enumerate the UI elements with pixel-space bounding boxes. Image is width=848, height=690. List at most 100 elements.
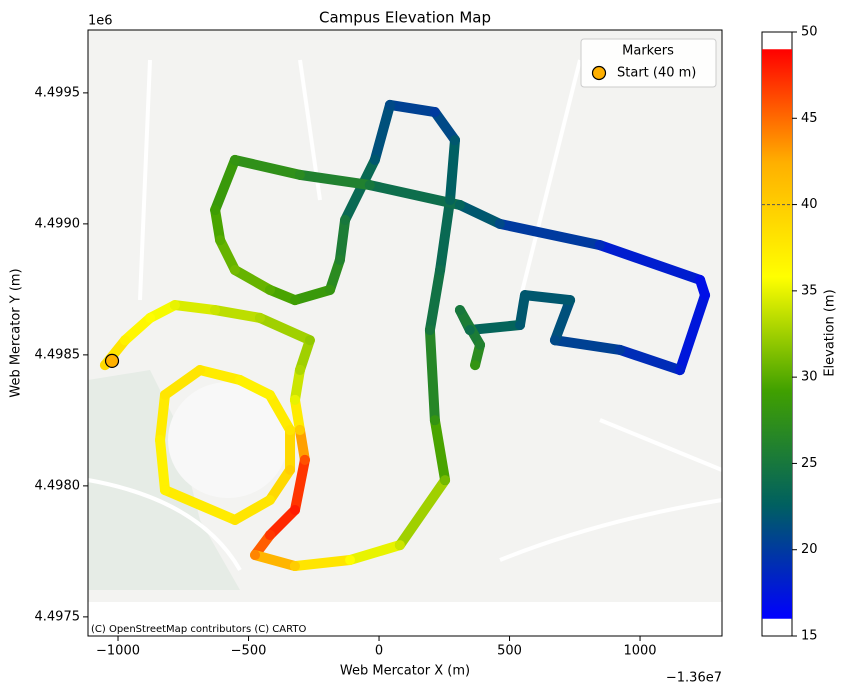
colorbar-tick-label: 40 <box>801 197 818 212</box>
track-segment <box>364 180 465 211</box>
track-segment <box>255 312 315 346</box>
track-point <box>304 335 315 346</box>
colorbar-tick-label: 30 <box>801 370 818 385</box>
track-segment <box>294 335 315 376</box>
track-point <box>210 305 221 316</box>
plot-frame <box>87 29 723 637</box>
attribution: (C) OpenStreetMap contributors (C) CARTO <box>91 624 306 635</box>
track-point <box>364 180 375 191</box>
track-point <box>234 375 245 386</box>
track-point <box>594 240 605 251</box>
track-point <box>454 200 465 211</box>
track-point <box>429 415 440 426</box>
track-point <box>549 335 560 346</box>
track-point <box>565 295 576 306</box>
track-point <box>445 195 456 206</box>
y-axis-label: Web Mercator Y (m) <box>9 268 24 397</box>
track-point <box>229 264 240 275</box>
track-segment <box>250 550 300 572</box>
track-segment <box>429 415 451 486</box>
track-point <box>264 495 275 506</box>
track-segment <box>194 365 245 386</box>
x-axis-label: Web Mercator X (m) <box>340 664 470 679</box>
track-segment <box>210 204 226 246</box>
track-segment <box>519 290 576 306</box>
track-point <box>255 312 266 323</box>
y-tick-label: 4.4985 <box>35 347 81 362</box>
track-point <box>369 154 380 165</box>
x-tick-label: 500 <box>497 644 522 659</box>
track-point <box>514 320 525 331</box>
track-segment <box>334 214 351 266</box>
track-segment <box>294 425 310 465</box>
track-point <box>299 454 310 465</box>
legend-marker <box>591 65 607 81</box>
x-tick-label: −500 <box>231 644 267 659</box>
legend-title: Markers <box>622 44 674 59</box>
track-segment <box>155 435 170 496</box>
track-point <box>210 204 221 215</box>
track-point <box>429 107 440 118</box>
track-segment <box>229 154 305 180</box>
track-segment <box>454 200 505 229</box>
track-segment <box>234 375 275 400</box>
track-segment <box>289 454 310 515</box>
track-segment <box>289 284 335 306</box>
track-segment <box>464 320 525 335</box>
track-point <box>289 295 300 306</box>
track-segment <box>345 540 405 566</box>
track-segment <box>324 255 345 295</box>
colorbar-tick-label: 45 <box>801 111 818 126</box>
track-segment <box>424 324 440 426</box>
track-point <box>289 394 300 405</box>
track-point <box>384 99 395 110</box>
colorbar-tick-label: 25 <box>801 456 818 471</box>
track-segment <box>340 154 380 225</box>
colorbar-label: Elevation (m) <box>823 289 838 376</box>
y-tick-label: 4.4995 <box>35 85 81 100</box>
track-point <box>424 324 435 335</box>
track-segment <box>369 99 395 165</box>
track-point <box>345 555 356 566</box>
track-point <box>155 435 166 446</box>
track-segment <box>264 464 296 506</box>
track-segment <box>169 300 221 316</box>
x-tick-label: −1000 <box>96 644 140 659</box>
track-point <box>674 365 685 376</box>
track-segment <box>120 312 156 346</box>
colorbar <box>762 49 792 619</box>
track-point <box>519 290 530 301</box>
y-tick-label: 4.4980 <box>35 478 81 493</box>
track-point <box>614 344 625 355</box>
track-segment <box>594 240 706 285</box>
x-offset-label: −1.36e7 <box>666 671 722 686</box>
track-point <box>294 425 305 436</box>
track-point <box>264 389 275 400</box>
legend-label: Start (40 m) <box>617 66 696 81</box>
track-point <box>169 300 180 311</box>
track-segment <box>514 290 530 331</box>
track-point <box>440 475 451 486</box>
track-segment <box>264 504 300 541</box>
track-point <box>159 485 170 496</box>
track-segment <box>159 485 240 525</box>
track-point <box>454 305 465 316</box>
track-segment <box>289 365 305 405</box>
track-point <box>494 218 505 229</box>
track-point <box>229 154 240 165</box>
track-point <box>120 335 131 346</box>
track-point <box>289 504 300 515</box>
track-point <box>394 540 405 551</box>
legend: Markers Start (40 m) <box>580 38 717 88</box>
x-tick-label: 1000 <box>623 644 656 659</box>
track-point <box>475 339 486 350</box>
x-tick-label: 0 <box>375 644 383 659</box>
track-segment <box>394 475 451 551</box>
colorbar-tick-label: 50 <box>801 25 818 40</box>
track-point <box>294 169 305 180</box>
track-segment <box>424 264 446 335</box>
track-point <box>194 365 205 376</box>
track-point <box>340 214 351 225</box>
track-point <box>435 264 446 275</box>
